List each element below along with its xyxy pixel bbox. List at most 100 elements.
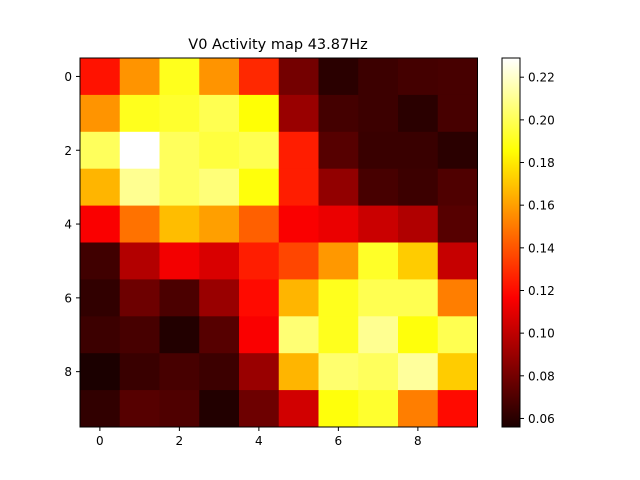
heatmap-cell <box>278 131 319 170</box>
colorbar-tick-label: 0.16 <box>528 199 555 213</box>
heatmap-cell <box>437 131 478 170</box>
heatmap-cell <box>159 131 200 170</box>
heatmap-cell <box>80 168 121 206</box>
x-tick-label: 8 <box>414 434 422 448</box>
heatmap-cell <box>398 205 439 243</box>
heatmap-cell <box>239 279 280 317</box>
heatmap-cell <box>318 242 359 280</box>
heatmap-cell <box>318 168 359 206</box>
heatmap-cell <box>318 94 359 133</box>
heatmap-cell <box>398 279 439 317</box>
chart-title: V0 Activity map 43.87Hz <box>188 37 367 53</box>
heatmap-cell <box>437 94 478 133</box>
x-tick-label: 0 <box>96 434 104 448</box>
heatmap-cell <box>239 353 280 391</box>
heatmap-cell <box>239 131 280 170</box>
heatmap-cell <box>278 279 319 317</box>
heatmap-cell <box>437 316 478 354</box>
heatmap-cell <box>159 242 200 280</box>
y-tick-label: 0 <box>64 70 72 84</box>
heatmap-cell <box>159 353 200 391</box>
heatmap-cell <box>119 242 160 280</box>
heatmap-cell <box>398 353 439 391</box>
heatmap-cell <box>199 131 240 170</box>
heatmap-cell <box>437 168 478 206</box>
y-tick-label: 4 <box>64 218 72 232</box>
plot-frame <box>79 57 478 428</box>
heatmap-cell <box>119 353 160 391</box>
heatmap-cell <box>318 390 359 428</box>
x-tick-label: 6 <box>335 434 343 448</box>
heatmap-cell <box>159 58 200 96</box>
heatmap-cell <box>199 353 240 391</box>
heatmap-cell <box>159 316 200 354</box>
heatmap-cell <box>398 58 439 96</box>
colorbar-tick-label: 0.18 <box>528 156 555 170</box>
heatmap-cell <box>437 353 478 391</box>
heatmap-cell <box>199 58 240 96</box>
colorbar-tick-label: 0.22 <box>528 71 555 85</box>
heatmap-cell <box>159 168 200 206</box>
heatmap-cell <box>358 94 399 133</box>
heatmap-cell <box>239 316 280 354</box>
heatmap-cell <box>80 316 121 354</box>
colorbar-tick-label: 0.20 <box>528 113 555 127</box>
heatmap-cell <box>358 390 399 428</box>
heatmap-cell <box>199 168 240 206</box>
heatmap-cell <box>318 131 359 170</box>
heatmap-cell <box>318 205 359 243</box>
heatmap-cell <box>119 316 160 354</box>
heatmap-cell <box>437 205 478 243</box>
heatmap-cell <box>278 316 319 354</box>
y-tick-label: 2 <box>64 144 72 158</box>
heatmap-cell <box>119 390 160 428</box>
heatmap-cell <box>199 390 240 428</box>
heatmap-cell <box>318 353 359 391</box>
heatmap-cell <box>318 58 359 96</box>
heatmap-cell <box>119 94 160 133</box>
heatmap-cell <box>358 58 399 96</box>
heatmap-cell <box>239 58 280 96</box>
heatmap-cell <box>278 205 319 243</box>
heatmap-cell <box>358 205 399 243</box>
heatmap-cell <box>278 390 319 428</box>
heatmap-cell <box>358 353 399 391</box>
heatmap-cell <box>358 316 399 354</box>
heatmap-cell <box>358 279 399 317</box>
heatmap-cell <box>199 316 240 354</box>
heatmap-cell <box>398 94 439 133</box>
heatmap-cell <box>119 131 160 170</box>
heatmap-cell <box>119 168 160 206</box>
heatmap-cell <box>80 242 121 280</box>
heatmap-cell <box>278 168 319 206</box>
heatmap-cell <box>239 242 280 280</box>
heatmap-cells <box>80 58 478 428</box>
heatmap-cell <box>398 131 439 170</box>
heatmap-cell <box>437 242 478 280</box>
heatmap-cell <box>358 131 399 170</box>
y-tick-label: 6 <box>64 291 72 305</box>
heatmap-cell <box>318 279 359 317</box>
heatmap-cell <box>159 94 200 133</box>
colorbar-axis: 0.06 0.08 0.10 0.12 0.14 0.16 0.18 0.20 0.22 <box>520 71 555 426</box>
heatmap-cell <box>80 58 121 96</box>
heatmap-cell <box>80 353 121 391</box>
heatmap-cell <box>159 390 200 428</box>
heatmap-cell <box>398 390 439 428</box>
x-tick-label: 4 <box>255 434 263 448</box>
heatmap-cell <box>278 353 319 391</box>
heatmap-cell <box>119 58 160 96</box>
heatmap-cell <box>398 242 439 280</box>
heatmap-cell <box>437 279 478 317</box>
heatmap-cell <box>199 279 240 317</box>
heatmap-cell <box>358 242 399 280</box>
heatmap-cell <box>239 390 280 428</box>
heatmap-cell <box>278 242 319 280</box>
colorbar <box>502 58 520 427</box>
colorbar-tick-label: 0.14 <box>528 241 555 255</box>
heatmap-cell <box>398 168 439 206</box>
heatmap-cell <box>199 242 240 280</box>
heatmap-cell <box>80 279 121 317</box>
x-axis: 0 2 4 6 8 <box>96 427 422 448</box>
